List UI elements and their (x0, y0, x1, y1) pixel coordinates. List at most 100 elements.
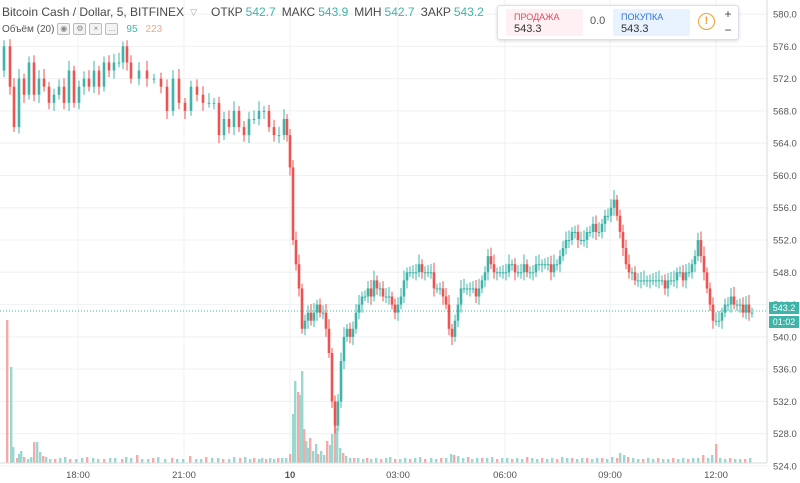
y-tick-label: 580.0 (773, 10, 797, 21)
volume-bar (353, 458, 356, 463)
volume-bar (647, 458, 650, 463)
volume-bar (292, 414, 295, 463)
plus-button[interactable]: + (724, 7, 732, 21)
volume-bar (471, 459, 474, 463)
candle-body (42, 78, 46, 87)
candle-body (579, 240, 583, 242)
volume-bar (424, 459, 427, 463)
y-tick-label: 528.0 (773, 429, 797, 440)
candle-body (12, 86, 16, 128)
candle-body (615, 199, 619, 216)
candle-body (699, 240, 703, 257)
candle-body (600, 223, 604, 232)
candle-body (237, 110, 241, 128)
candle-body (729, 296, 733, 305)
settings-icon[interactable]: ⚙ (73, 23, 87, 35)
volume-bar (380, 459, 383, 463)
candle-body (212, 102, 216, 104)
volume-bar (303, 429, 306, 463)
candle-body (702, 256, 706, 273)
volume-bar (114, 458, 117, 463)
volume-bar (404, 458, 407, 463)
volume-bar (501, 458, 504, 463)
symbol-title[interactable]: Bitcoin Cash / Dollar, 5, BITFINEX (2, 5, 185, 19)
buy-button[interactable]: ПОКУПКА 543.3 (613, 9, 690, 36)
candle-body (594, 223, 598, 232)
info-icon[interactable]: ! (698, 13, 715, 30)
candle-body (306, 312, 310, 321)
candle-body (312, 312, 316, 321)
candle-body (597, 231, 601, 233)
eye-icon[interactable]: ◉ (57, 23, 71, 35)
volume-bar (285, 458, 288, 463)
candle-body (666, 280, 670, 289)
candle-body (696, 240, 700, 257)
volume-bar (440, 458, 443, 463)
minus-button[interactable]: − (724, 23, 732, 37)
candle-body (177, 78, 181, 103)
volume-bar (450, 454, 453, 463)
volume-bar (546, 459, 549, 463)
more-icon[interactable]: … (105, 23, 119, 35)
candle-body (393, 304, 397, 313)
candle-body (678, 272, 682, 274)
candle-body (654, 280, 658, 282)
candle-body (741, 304, 745, 313)
low-value: 542.7 (384, 5, 415, 19)
close-icon[interactable]: × (89, 23, 103, 35)
candle-body (744, 304, 748, 313)
y-tick-label: 572.0 (773, 74, 797, 85)
candle-body (465, 288, 469, 290)
volume-bar (697, 458, 700, 463)
volume-bar (385, 458, 388, 463)
candle-body (217, 102, 221, 136)
candle-body (318, 304, 322, 313)
candle-body (27, 62, 31, 95)
candle-body (591, 223, 595, 232)
volume-bar (596, 458, 599, 463)
volume-bar (33, 442, 36, 463)
candle-body (552, 264, 556, 273)
chevron-down-icon[interactable]: ▽ (190, 6, 197, 17)
price-axis-bg[interactable] (767, 0, 800, 483)
candle-body (750, 312, 754, 314)
candle-body (513, 264, 517, 273)
candle-body (360, 296, 364, 305)
volume-bar (749, 458, 752, 463)
candle-body (390, 296, 394, 305)
high-label: МАКС (281, 5, 316, 19)
candle-body (609, 207, 613, 216)
candle-body (171, 78, 175, 111)
volume-bar (672, 458, 675, 463)
volume-bar (10, 367, 13, 463)
candle-body (375, 280, 379, 289)
candle-body (645, 280, 649, 282)
volume-bar (189, 456, 192, 463)
volume-label[interactable]: Объём (20) (2, 23, 55, 35)
countdown-tag: 01:02 (769, 316, 799, 328)
volume-bar (152, 458, 155, 463)
candle-body (690, 264, 694, 273)
volume-bar (258, 459, 261, 463)
volume-bar (566, 458, 569, 463)
candle-body (468, 288, 472, 290)
volume-bar (200, 459, 203, 463)
candle-body (489, 256, 493, 265)
candle-body (37, 78, 41, 95)
volume-bar (576, 459, 579, 463)
candle-body (582, 240, 586, 242)
volume-bar (637, 459, 640, 463)
volume-bar (711, 455, 714, 463)
sell-button[interactable]: ПРОДАЖА 543.3 (506, 9, 583, 36)
candle-body (247, 118, 251, 136)
volume-bar (136, 455, 139, 463)
volume-bar (677, 459, 680, 463)
candle-body (285, 118, 289, 136)
candle-body (624, 248, 628, 265)
volume-bar (724, 459, 727, 463)
candle-body (537, 264, 541, 266)
candle-body (399, 296, 403, 305)
candle-body (462, 288, 466, 290)
candle-body (267, 110, 271, 128)
